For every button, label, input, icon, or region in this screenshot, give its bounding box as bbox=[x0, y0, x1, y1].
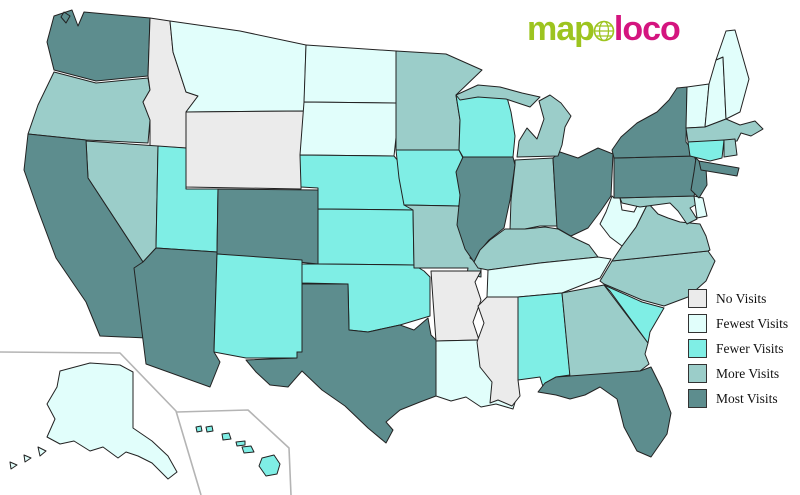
state-michigan bbox=[455, 84, 572, 158]
legend-item-no-visits: No Visits bbox=[688, 286, 788, 311]
state-montana bbox=[169, 20, 307, 113]
state-delaware bbox=[693, 195, 708, 219]
state-new-mexico bbox=[213, 253, 303, 359]
state-colorado bbox=[216, 188, 319, 265]
maploco-logo[interactable]: map loco bbox=[527, 8, 681, 50]
legend-label: More Visits bbox=[716, 365, 780, 381]
state-pennsylvania bbox=[613, 155, 702, 199]
state-wyoming bbox=[185, 110, 305, 190]
state-new-hampshire bbox=[704, 56, 727, 128]
state-texas bbox=[245, 283, 437, 444]
state-florida bbox=[537, 366, 672, 458]
legend-item-fewer-visits: Fewer Visits bbox=[688, 336, 788, 361]
legend-swatch-fewer-visits bbox=[688, 339, 707, 358]
state-hawaii bbox=[195, 425, 281, 477]
legend-label: Fewest Visits bbox=[716, 315, 789, 331]
state-california bbox=[23, 133, 151, 339]
state-north-dakota bbox=[303, 44, 397, 104]
globe-icon bbox=[593, 20, 615, 42]
logo-loco-text: loco bbox=[613, 10, 681, 48]
alaska-inset-border bbox=[0, 351, 202, 495]
legend-swatch-no-visits bbox=[688, 289, 707, 308]
legend-swatch-fewest-visits bbox=[688, 314, 707, 333]
state-west-virginia bbox=[599, 195, 649, 247]
state-arizona bbox=[133, 247, 221, 388]
state-indiana bbox=[509, 157, 558, 231]
state-connecticut bbox=[687, 139, 725, 162]
state-south-carolina bbox=[603, 284, 665, 344]
state-alaska bbox=[9, 362, 178, 480]
state-iowa bbox=[395, 149, 467, 207]
state-south-dakota bbox=[299, 101, 400, 157]
legend-label: Fewer Visits bbox=[716, 340, 784, 356]
legend: No Visits Fewest Visits Fewer Visits Mor… bbox=[688, 286, 788, 411]
legend-label: No Visits bbox=[716, 290, 767, 306]
logo-map-text: map bbox=[527, 10, 595, 48]
legend-item-most-visits: Most Visits bbox=[688, 386, 788, 411]
legend-label: Most Visits bbox=[716, 390, 778, 406]
legend-item-more-visits: More Visits bbox=[688, 361, 788, 386]
legend-swatch-more-visits bbox=[688, 364, 707, 383]
state-rhode-island bbox=[723, 138, 738, 158]
state-maine bbox=[715, 29, 750, 120]
hawaii-inset-border bbox=[176, 409, 292, 495]
state-new-york bbox=[611, 86, 740, 177]
state-wisconsin bbox=[455, 89, 516, 158]
state-washington bbox=[46, 9, 151, 82]
legend-swatch-most-visits bbox=[688, 389, 707, 408]
state-arkansas bbox=[430, 270, 482, 342]
state-oregon bbox=[27, 71, 151, 144]
state-kansas bbox=[317, 208, 415, 266]
state-north-carolina bbox=[599, 250, 716, 307]
legend-item-fewest-visits: Fewest Visits bbox=[688, 311, 788, 336]
